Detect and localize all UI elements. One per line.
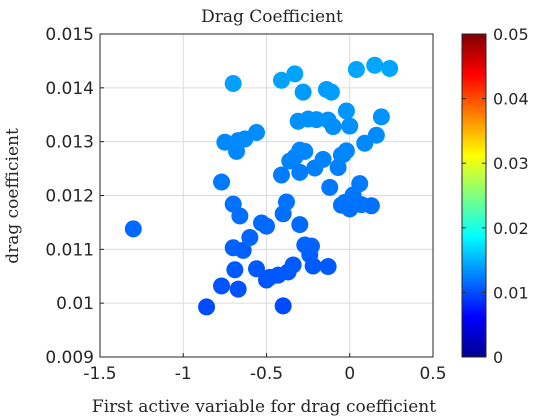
scatter-point <box>314 150 332 168</box>
colorbar <box>461 33 487 358</box>
y-tick-label: 0.015 <box>45 25 94 45</box>
colorbar-tick-label: 0.03 <box>493 154 529 173</box>
scatter-point <box>248 124 266 142</box>
scatter-point <box>347 61 365 79</box>
scatter-point <box>294 83 312 101</box>
colorbar-ticks: 0 0.01 0.02 0.03 0.04 0.05 <box>462 25 529 367</box>
y-axis-title: drag coefficient <box>3 128 23 264</box>
scatter-point <box>366 56 384 74</box>
scatter-point <box>274 297 292 315</box>
scatter-point <box>337 102 355 120</box>
scatter-point <box>291 163 309 181</box>
scatter-point <box>248 260 266 278</box>
scatter-point <box>362 197 380 215</box>
scatter-point <box>286 65 304 83</box>
scatter-point <box>337 142 355 160</box>
scatter-point <box>381 59 399 77</box>
scatter-point <box>321 178 339 196</box>
scatter-point <box>229 280 247 298</box>
y-tick-label: 0.01 <box>56 294 94 314</box>
colorbar-tick-label: 0.04 <box>493 90 529 109</box>
scatter-point <box>367 126 385 144</box>
scatter-point <box>216 133 234 151</box>
scatter-point <box>124 220 142 238</box>
y-axis-ticks: 0.009 0.01 0.011 0.012 0.013 0.014 0.015 <box>45 25 104 368</box>
scatter-point <box>213 173 231 191</box>
y-tick-label: 0.012 <box>45 187 94 207</box>
scatter-point <box>224 75 242 93</box>
scatter-point <box>272 71 290 89</box>
scatter-point <box>319 258 337 276</box>
x-tick-label: -1.5 <box>83 364 116 384</box>
colorbar-tick-label: 0.01 <box>493 283 529 302</box>
scatter-point <box>284 256 302 274</box>
x-axis-title: First active variable for drag coefficie… <box>92 397 436 417</box>
y-tick-label: 0.009 <box>45 348 94 368</box>
x-axis-ticks: -1.5 -1 -0.5 0 0.5 <box>83 353 447 384</box>
scatter-point <box>291 216 309 234</box>
scatter-point <box>302 237 320 255</box>
x-tick-label: -1 <box>175 364 192 384</box>
data-points <box>124 56 399 316</box>
scatter-point <box>258 217 275 235</box>
chart-title: Drag Coefficient <box>201 7 343 27</box>
scatter-point <box>324 118 342 136</box>
y-tick-label: 0.013 <box>45 133 94 153</box>
scatter-point <box>272 166 290 184</box>
scatter-point <box>341 117 359 135</box>
colorbar-tick-label: 0.05 <box>493 25 529 44</box>
x-tick-label: 0 <box>344 364 355 384</box>
scatter-point <box>296 142 314 160</box>
y-tick-label: 0.011 <box>45 240 94 260</box>
scatter-point <box>372 108 390 126</box>
x-tick-label: -0.5 <box>250 364 283 384</box>
scatter-point <box>231 207 249 225</box>
scatter-point <box>198 298 216 316</box>
scatter-point <box>277 193 295 211</box>
scatter-point <box>226 261 244 279</box>
grid-lines <box>99 33 434 358</box>
scatter-point <box>322 83 340 101</box>
scatter-point <box>304 257 322 275</box>
x-tick-label: 0.5 <box>419 364 446 384</box>
colorbar-tick-label: 0.02 <box>493 219 529 238</box>
y-tick-label: 0.014 <box>45 79 94 99</box>
scatter-point <box>351 175 369 193</box>
scatter-point <box>241 228 259 246</box>
scatter-point <box>213 277 231 295</box>
scatter-point <box>234 241 252 259</box>
colorbar-tick-label: 0 <box>493 348 503 367</box>
